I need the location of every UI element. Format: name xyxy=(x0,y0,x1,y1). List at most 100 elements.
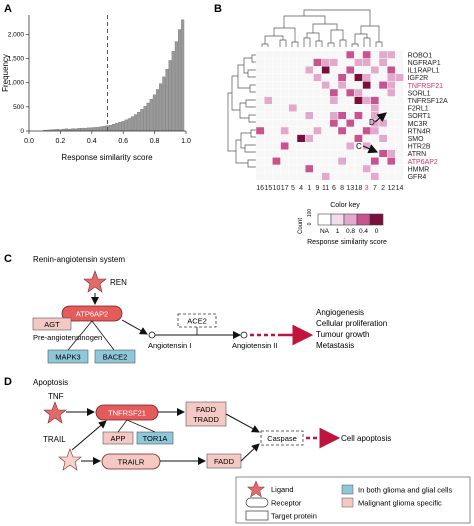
heatmap-cell xyxy=(305,164,314,173)
svg-text:TRAILR: TRAILR xyxy=(118,458,145,467)
heatmap-cell xyxy=(264,73,273,82)
heatmap-cell xyxy=(280,65,290,74)
heatmap-cell xyxy=(296,58,306,67)
heatmap-cell xyxy=(264,65,273,74)
heatmap-cell xyxy=(272,134,281,143)
color-key-cell xyxy=(317,213,332,226)
panel-label-c: C xyxy=(4,253,12,265)
tnfrsf21-receptor: TNFRSF21 xyxy=(95,404,159,421)
heatmap-cell xyxy=(346,65,355,74)
heatmap-cell xyxy=(337,149,347,158)
heatmap-cell xyxy=(272,103,281,112)
heatmap-cell xyxy=(362,73,372,82)
heatmap-cell xyxy=(370,58,380,67)
legend-both-icon xyxy=(341,484,354,495)
heatmap-cell xyxy=(288,103,298,112)
heatmap-cell xyxy=(362,103,372,112)
heatmap-cell xyxy=(346,157,355,166)
heatmap-cell xyxy=(272,58,281,67)
svg-text:TNFRSF21: TNFRSF21 xyxy=(108,409,146,418)
trail-ligand: TRAIL xyxy=(43,435,82,471)
heatmap-cell xyxy=(362,58,372,67)
histogram-bar xyxy=(93,127,97,132)
histogram-bar xyxy=(118,122,122,132)
heatmap-cell xyxy=(378,157,388,166)
heatmap-cell xyxy=(370,73,380,82)
heatmap-row-label: TNFRSF21 xyxy=(408,83,444,90)
histogram-bar xyxy=(83,127,87,132)
heatmap-cell xyxy=(337,65,347,74)
heatmap-cell xyxy=(296,126,306,135)
histogram-bar xyxy=(174,41,178,132)
heatmap-cell xyxy=(296,149,306,158)
heatmap-cell xyxy=(264,103,273,112)
heatmap-cell xyxy=(395,58,404,67)
heatmap-cell xyxy=(337,111,347,120)
heatmap-cell xyxy=(321,149,331,158)
outcome-0: Angiogenesis xyxy=(316,308,364,317)
heatmap-cell xyxy=(346,96,355,105)
legend-target: Target protein xyxy=(271,512,317,521)
heatmap-row-label: IGF2R xyxy=(408,75,429,82)
heatmap-cell xyxy=(370,164,380,173)
histogram-bar xyxy=(102,126,106,132)
svg-text:TOR1A: TOR1A xyxy=(143,434,168,443)
heatmap-cell xyxy=(255,58,265,67)
color-key-ticks: NA 1 0.8 0.4 0 xyxy=(320,228,379,235)
color-key-tick: 1 xyxy=(336,228,340,235)
heatmap-cell xyxy=(313,73,322,82)
heatmap-row-label: HTR2B xyxy=(408,144,431,151)
heatmap-cell xyxy=(305,172,314,181)
heatmap-cell xyxy=(296,50,306,59)
ace2-box: ACE2 xyxy=(177,313,217,328)
svg-text:AGT: AGT xyxy=(44,320,60,329)
histogram-bar xyxy=(143,106,147,132)
pathway-c-title: Renin-angiotensin system xyxy=(33,255,125,264)
histogram-bar xyxy=(121,121,125,132)
histogram-bar xyxy=(96,126,100,132)
heatmap-row-label: NGFRAP1 xyxy=(408,60,441,67)
heatmap-cell xyxy=(329,172,339,181)
svg-text:TRADD: TRADD xyxy=(193,415,219,424)
dendrogram-left xyxy=(227,54,256,168)
heatmap-cell xyxy=(346,103,355,112)
heatmap-col-label: 10 xyxy=(273,185,281,192)
heatmap-cell xyxy=(272,164,281,173)
heatmap-cell xyxy=(296,157,306,166)
heatmap-cell xyxy=(305,73,314,82)
heatmap-cell xyxy=(296,111,306,120)
heatmap-cell xyxy=(354,50,363,59)
outcome-3: Metastasis xyxy=(316,341,354,350)
heatmap-cell xyxy=(305,157,314,166)
histogram-bar xyxy=(115,123,119,132)
heatmap-cell xyxy=(255,111,265,120)
heatmap-cell xyxy=(255,103,265,112)
heatmap-cell xyxy=(370,81,380,90)
heatmap-cell xyxy=(321,103,331,112)
heatmap-col-label: 3 xyxy=(365,185,369,192)
heatmap-cell xyxy=(296,88,306,97)
heatmap-cell xyxy=(370,172,380,181)
color-key-tick: NA xyxy=(320,228,330,235)
heatmap-cell xyxy=(296,96,306,105)
heatmap-cell xyxy=(354,88,363,97)
heatmap-cell xyxy=(272,81,281,90)
heatmap-cell xyxy=(378,103,388,112)
svg-text:C: C xyxy=(356,142,362,151)
mapk3-box: MAPK3 xyxy=(47,349,89,364)
cell-apoptosis: Cell apoptosis xyxy=(341,434,391,443)
histogram-bar xyxy=(168,60,172,132)
heatmap-cell xyxy=(296,73,306,82)
histogram-bar xyxy=(177,29,182,132)
heatmap-cell xyxy=(337,164,347,173)
heatmap-cell xyxy=(305,58,314,67)
heatmap-cell xyxy=(305,103,314,112)
heatmap-cell xyxy=(395,50,404,59)
heatmap-cell xyxy=(395,149,404,158)
heatmap-cell xyxy=(395,103,404,112)
heatmap-cell xyxy=(305,119,314,128)
heatmap-cell xyxy=(296,119,306,128)
heatmap-cell xyxy=(395,88,404,97)
heatmap-cell xyxy=(395,73,404,82)
panel-label-d: D xyxy=(4,376,12,388)
